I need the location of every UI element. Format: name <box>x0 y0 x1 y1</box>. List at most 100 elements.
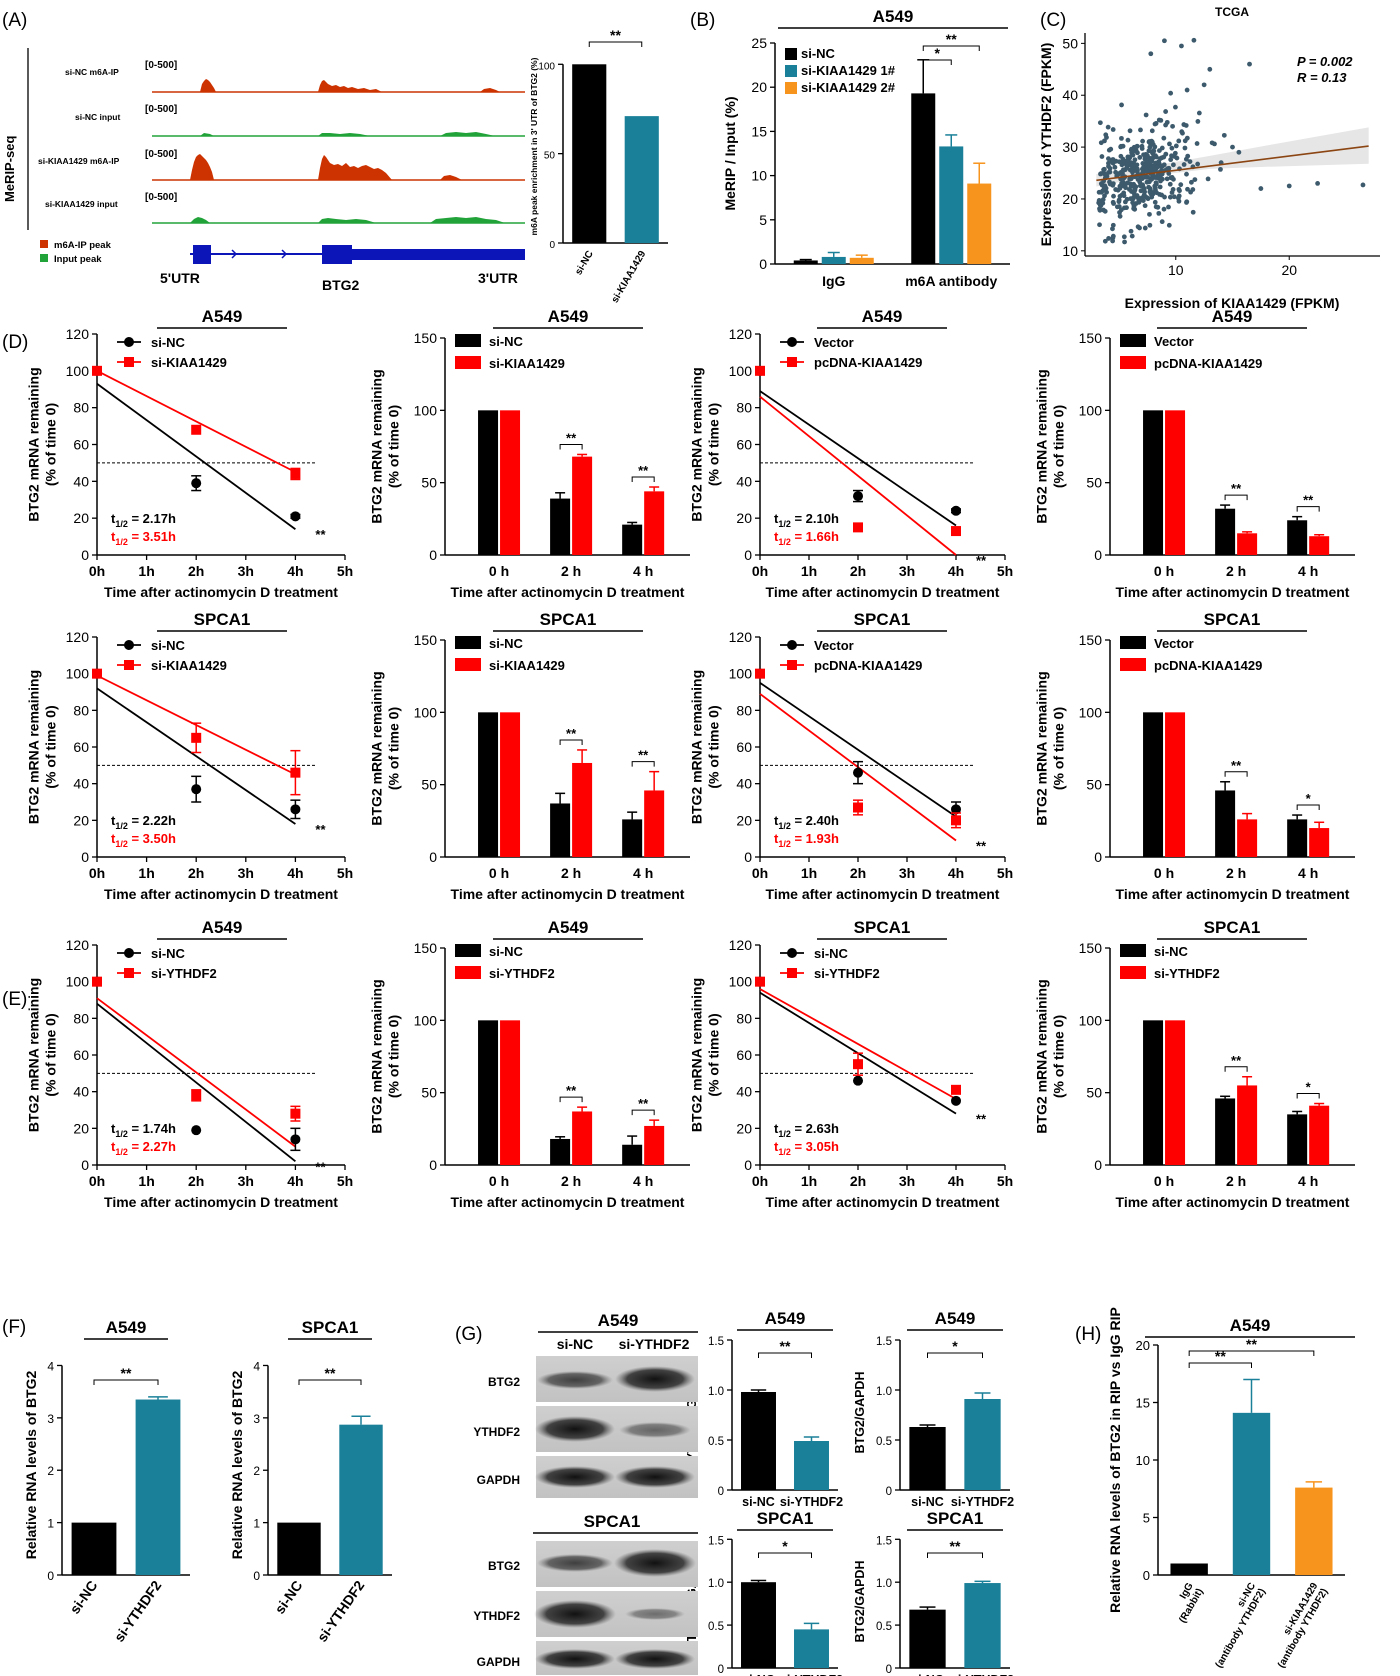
legend-swatch <box>1120 944 1146 957</box>
scatter-point <box>1104 189 1109 195</box>
blot-band <box>615 1649 695 1669</box>
half-life-value: = 2.10h <box>791 511 839 526</box>
scatter-point <box>1101 167 1106 173</box>
x-tick-label: 4h <box>287 865 303 881</box>
y-tick-label: 100 <box>538 61 555 72</box>
x-category-label: si-KIAA1429(antibody YTHDF2) <box>1266 1581 1331 1670</box>
scatter-point <box>1118 143 1124 149</box>
data-point <box>92 976 102 987</box>
significance-label: ** <box>638 463 649 478</box>
x-tick-label: 2h <box>188 865 204 881</box>
chart-title: A549 <box>1212 307 1253 326</box>
x-category-label-line: si-YTHDF2 <box>780 1673 843 1676</box>
bar <box>741 1582 776 1668</box>
scatter-point <box>1160 163 1165 169</box>
legend-marker <box>124 640 134 650</box>
y-tick-label: 20 <box>736 812 752 828</box>
bar <box>135 1399 181 1575</box>
scatter-point <box>1131 203 1137 209</box>
scatter-point <box>1129 146 1134 152</box>
chart-title: SPCA1 <box>757 1509 814 1528</box>
bar <box>572 762 593 857</box>
y-axis-label-line: m6A peak enrichment in 3' UTR of BTG2 (%… <box>529 57 539 235</box>
scatter-point <box>1155 164 1160 170</box>
chart-title: SPCA1 <box>302 1318 359 1337</box>
legend-marker <box>124 357 134 367</box>
significance-bracket <box>298 1379 362 1385</box>
y-tick-label: 120 <box>66 629 90 645</box>
y-tick-label: 0 <box>429 547 437 563</box>
y-tick-label: 150 <box>1079 632 1103 648</box>
legend-label: si-KIAA1429 <box>489 356 565 371</box>
scatter-point <box>1103 185 1109 191</box>
half-life-value: = 3.50h <box>128 831 176 846</box>
blot-band-label-gapdh: GAPDH <box>477 1655 520 1669</box>
chart-d2: 0 50 100 150 0 h 2 h ** 4 h ** si-NC si-KIAA1429 A5… <box>369 307 690 600</box>
y-tick-label: 0 <box>429 849 437 865</box>
significance-label: * <box>782 1538 788 1554</box>
data-point <box>951 804 961 815</box>
x-group-label: 2 h <box>561 563 581 579</box>
scatter-point <box>1117 210 1122 215</box>
x-tick-label: 5h <box>997 1173 1013 1189</box>
y-tick-label: 60 <box>73 437 89 453</box>
significance-label: ** <box>325 1365 336 1381</box>
y-axis-label-line: BTG2 mRNA remaining <box>1034 671 1050 825</box>
significance-bracket <box>927 1552 983 1558</box>
y-tick-label: 3 <box>253 1412 260 1426</box>
scatter-point <box>1182 138 1188 144</box>
x-tick-label: 1h <box>138 563 154 579</box>
scatter-point <box>1097 222 1102 228</box>
legend-marker <box>124 948 134 958</box>
significance-label: ** <box>315 1159 326 1174</box>
scatter-point <box>1143 112 1149 118</box>
scatter-point <box>1112 164 1118 170</box>
x-category-label-line: si-YTHDF2 <box>111 1577 165 1644</box>
half-life-t: t <box>774 529 779 544</box>
bar <box>1143 712 1164 857</box>
y-axis-label: BTG2 mRNA remaining(% of time 0) <box>26 670 59 824</box>
bar <box>500 1020 521 1165</box>
scatter-point <box>1315 180 1320 186</box>
y-tick-label: 20 <box>1062 191 1078 207</box>
x-category-label: si-YTHDF2 <box>951 1495 1014 1509</box>
x-tick-label: 3h <box>899 1173 915 1189</box>
x-category-label: si-YTHDF2 <box>314 1577 368 1644</box>
legend-label: Vector <box>1154 334 1194 349</box>
half-life-subscript: 1/2 <box>778 519 791 529</box>
legend-swatch <box>455 636 481 649</box>
scatter-point <box>1149 138 1154 144</box>
bar <box>478 712 499 857</box>
data-point <box>755 976 765 987</box>
x-tick-label: 5h <box>337 865 353 881</box>
panel-label-g: (G) <box>455 1324 482 1345</box>
y-tick-label: 0 <box>81 849 89 865</box>
bar <box>550 1138 571 1165</box>
scatter-point <box>1108 146 1114 152</box>
scatter-point <box>1102 208 1108 214</box>
bar <box>500 410 521 555</box>
scatter-point <box>1178 182 1184 188</box>
half-life-label: t1/2 = 3.51h <box>111 529 176 547</box>
legend-swatch <box>455 356 481 369</box>
bar <box>793 260 818 264</box>
significance-label: ** <box>1215 1348 1226 1364</box>
scatter-point <box>1140 138 1145 144</box>
y-tick-label: 40 <box>73 1084 89 1100</box>
chart-title: A549 <box>873 7 914 26</box>
scatter-point <box>1286 183 1292 189</box>
half-life-subscript: 1/2 <box>778 821 791 831</box>
chart-title: SPCA1 <box>927 1509 984 1528</box>
significance-label: * <box>1306 1080 1312 1095</box>
scatter-point <box>1170 187 1176 192</box>
chart-title: SPCA1 <box>1204 610 1261 629</box>
y-tick-label: 0 <box>1094 1157 1102 1173</box>
x-category-label: si-YTHDF2 <box>951 1673 1014 1676</box>
half-life-label: t1/2 = 2.22h <box>111 813 176 831</box>
significance-bracket <box>631 1109 655 1116</box>
y-tick-label: 30 <box>1062 139 1078 155</box>
y-tick-label: 1.0 <box>876 1578 892 1590</box>
scatter-point <box>1097 120 1103 126</box>
x-tick-label: 2h <box>850 563 866 579</box>
